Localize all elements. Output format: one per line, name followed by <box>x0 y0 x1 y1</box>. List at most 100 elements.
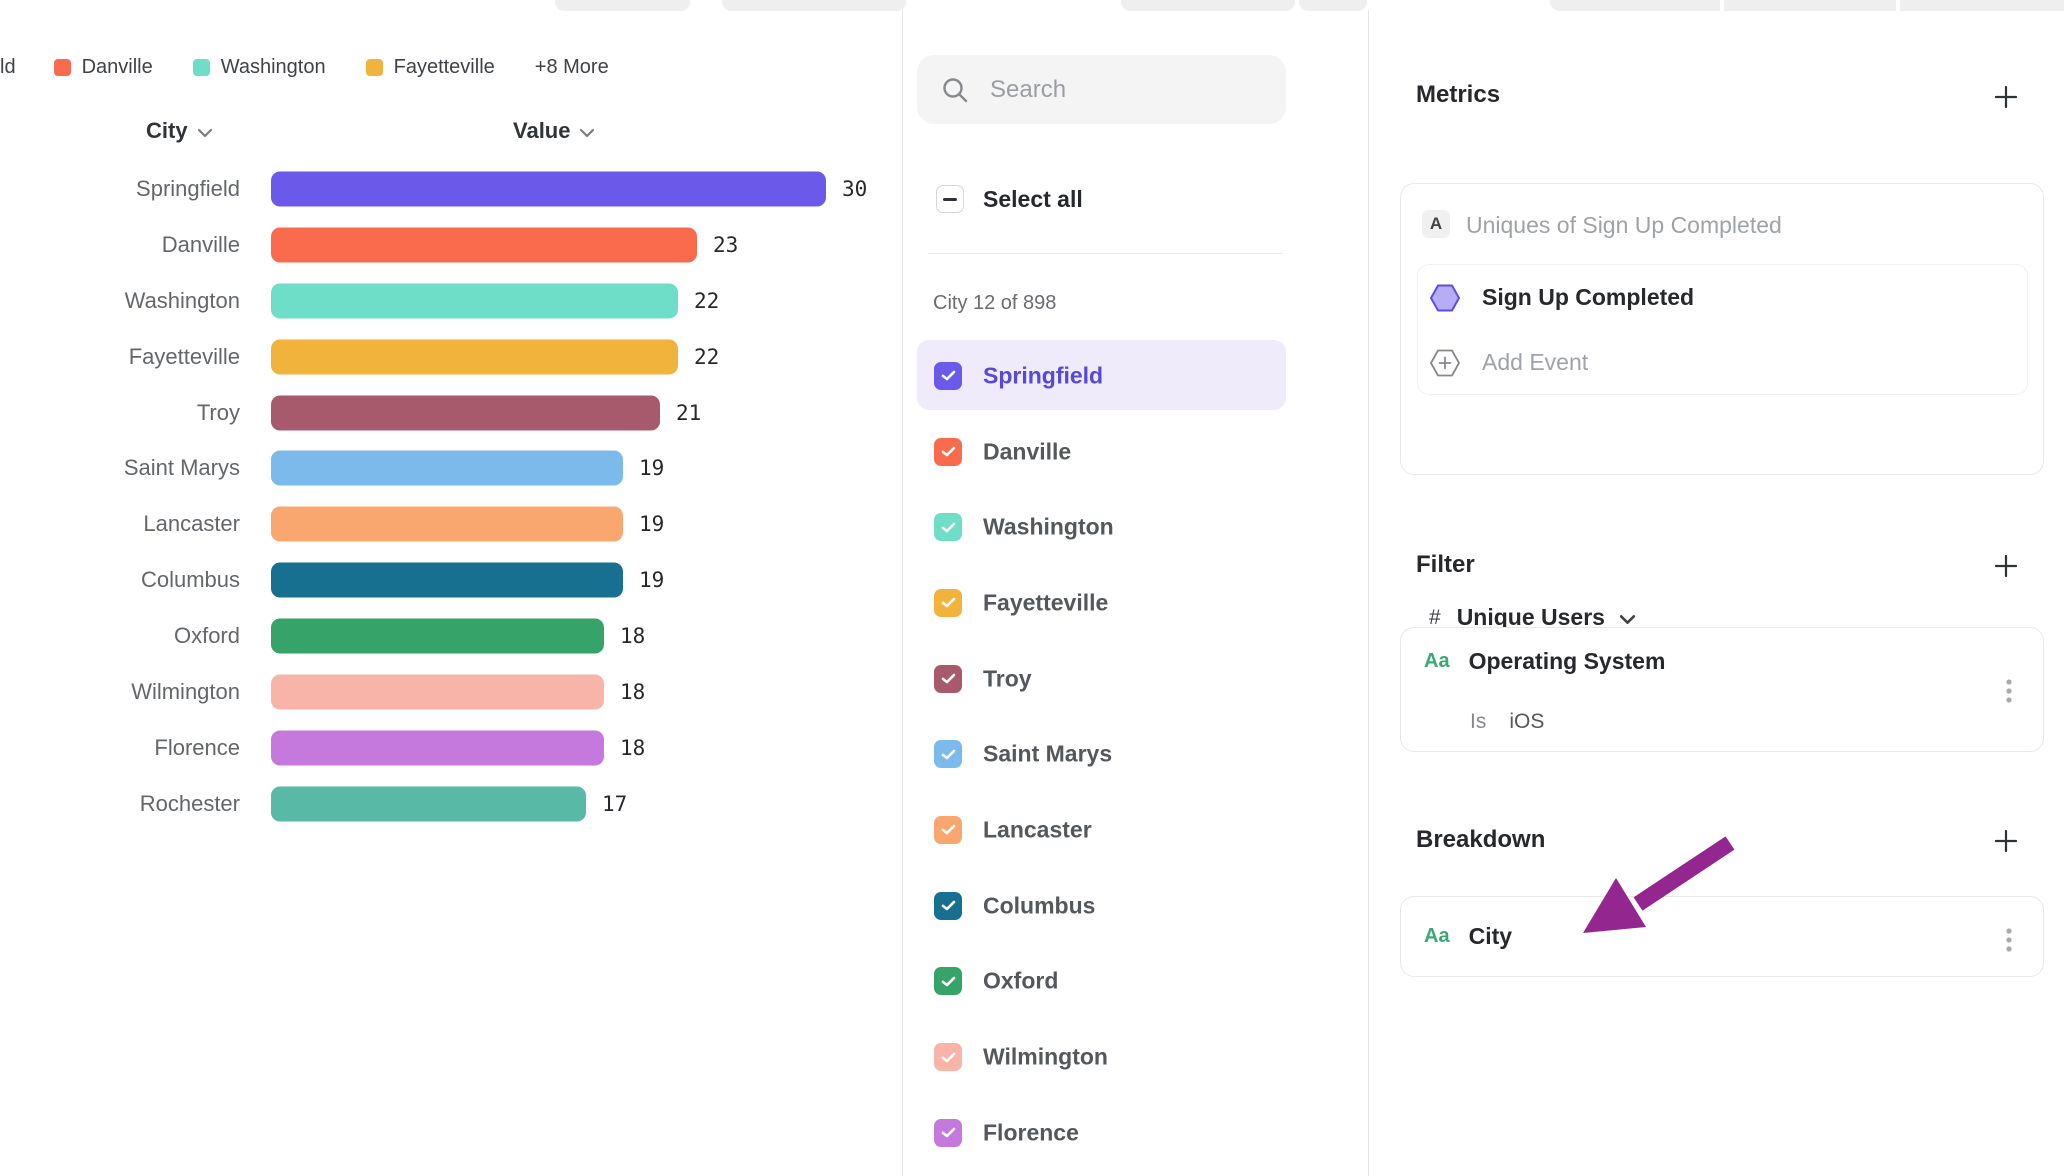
bar-value-label: 19 <box>639 456 665 481</box>
city-list-item[interactable]: Oxford <box>902 944 1368 1020</box>
panel-divider <box>1368 10 1369 1176</box>
legend-item[interactable]: Washington <box>192 55 326 79</box>
bar-value-label: 19 <box>639 512 665 537</box>
bar-row: Springfield 30 <box>0 161 902 217</box>
filter-kebab-menu[interactable] <box>2002 674 2016 708</box>
top-cutoff-element <box>1299 0 1367 11</box>
chevron-down-icon <box>1619 614 1636 625</box>
top-cutoff-element <box>722 0 906 11</box>
selected-row-highlight <box>917 340 1286 410</box>
city-list-item[interactable]: Saint Marys <box>902 716 1368 792</box>
city-list-item[interactable]: Lancaster <box>902 792 1368 868</box>
city-list-item[interactable]: Troy <box>902 641 1368 717</box>
formula-label: Uniques of Sign Up Completed <box>1466 212 1782 238</box>
add-breakdown-button[interactable] <box>1993 828 2019 854</box>
column-header-city[interactable]: City <box>146 118 213 144</box>
city-checkbox[interactable] <box>934 361 962 390</box>
property-type-icon: Aa <box>1424 649 1450 672</box>
city-list-item[interactable]: Columbus <box>902 868 1368 944</box>
bar-category-label: Washington <box>124 287 240 313</box>
measure-label: Unique Users <box>1456 604 1605 630</box>
select-all-checkbox[interactable] <box>936 185 964 213</box>
filter-property-name: Operating System <box>1468 647 1666 674</box>
select-all-label: Select all <box>983 185 1083 212</box>
city-checkbox[interactable] <box>934 1043 962 1072</box>
select-all-row[interactable]: Select all <box>936 185 1083 213</box>
plus-icon <box>1994 829 2018 853</box>
measure-dropdown[interactable]: # Unique Users <box>1429 604 1636 631</box>
bar[interactable] <box>271 786 586 822</box>
bar-chart: Springfield 30 Danville 23 Washington 22 Fayet… <box>0 161 902 832</box>
bar-row: Danville 23 <box>0 217 902 273</box>
bar-category-label: Danville <box>161 231 240 257</box>
legend-swatch <box>53 58 71 76</box>
breakdown-property-row[interactable]: Aa City <box>1401 919 2043 953</box>
city-label: Lancaster <box>983 816 1092 843</box>
bar[interactable] <box>271 283 678 319</box>
bar-category-label: Wilmington <box>131 678 240 704</box>
event-row[interactable]: Sign Up Completed <box>1418 265 2027 330</box>
city-list-item[interactable]: Fayetteville <box>902 565 1368 641</box>
city-checkbox[interactable] <box>934 740 962 769</box>
column-header-value[interactable]: Value <box>513 118 595 144</box>
bar[interactable] <box>271 227 697 263</box>
city-list-item[interactable]: Springfield <box>902 338 1368 414</box>
city-checkbox[interactable] <box>934 588 962 617</box>
bar[interactable] <box>271 562 623 598</box>
bar[interactable] <box>271 171 826 207</box>
city-checkbox[interactable] <box>934 967 962 996</box>
filter-clause[interactable]: Is iOS <box>1470 710 1544 734</box>
legend-item-clipped[interactable]: ld <box>0 55 16 78</box>
legend-label: Danville <box>81 55 153 78</box>
bar-row: Saint Marys 19 <box>0 440 902 496</box>
city-list-item[interactable]: Washington <box>902 489 1368 565</box>
legend-item[interactable]: Danville <box>53 55 153 79</box>
bar[interactable] <box>271 674 604 710</box>
add-metric-button[interactable] <box>1993 84 2019 110</box>
bar-row: Washington 22 <box>0 273 902 329</box>
city-checkbox[interactable] <box>934 437 962 466</box>
city-checkbox[interactable] <box>934 1118 962 1147</box>
bar-category-label: Lancaster <box>143 511 240 537</box>
bar[interactable] <box>271 506 623 542</box>
bar-row: Lancaster 19 <box>0 496 902 552</box>
chevron-down-icon <box>579 128 595 138</box>
bar-row: Fayetteville 22 <box>0 329 902 385</box>
bar[interactable] <box>271 618 604 654</box>
city-label: Wilmington <box>983 1043 1108 1070</box>
legend-more-label[interactable]: +8 More <box>534 55 609 78</box>
add-filter-button[interactable] <box>1993 553 2019 579</box>
city-checkbox[interactable] <box>934 891 962 920</box>
bar-row: Oxford 18 <box>0 608 902 664</box>
kebab-icon <box>2006 928 2012 952</box>
search-icon <box>940 75 970 105</box>
legend-items: Danville Washington Fayetteville <box>53 55 535 79</box>
panel-divider <box>902 10 903 1176</box>
search-input[interactable] <box>988 74 1272 105</box>
city-list-item[interactable]: Danville <box>902 414 1368 490</box>
legend-swatch <box>365 58 383 76</box>
city-list-item[interactable]: Wilmington <box>902 1019 1368 1095</box>
bar[interactable] <box>271 450 623 486</box>
plus-icon <box>1994 85 2018 109</box>
city-label: Springfield <box>983 362 1104 389</box>
formula-badge[interactable]: A <box>1422 210 1450 238</box>
bar[interactable] <box>271 395 660 430</box>
city-checkbox[interactable] <box>934 815 962 844</box>
add-event-hexagon-icon <box>1430 347 1460 379</box>
top-tab-stub <box>1900 0 2064 11</box>
bar[interactable] <box>271 730 604 766</box>
city-label: Danville <box>983 438 1072 465</box>
legend-label: Washington <box>220 55 326 78</box>
add-event-row[interactable]: Add Event <box>1418 330 2027 395</box>
city-label: Troy <box>983 665 1032 692</box>
bar-category-label: Springfield <box>136 175 240 201</box>
bar[interactable] <box>271 339 678 375</box>
event-name: Sign Up Completed <box>1482 284 1695 310</box>
filter-property-row[interactable]: Aa Operating System <box>1401 644 2043 678</box>
city-checkbox[interactable] <box>934 664 962 693</box>
legend-item[interactable]: Fayetteville <box>365 56 495 79</box>
city-checkbox[interactable] <box>934 513 962 542</box>
city-list-item[interactable]: Florence <box>902 1095 1368 1171</box>
breakdown-kebab-menu[interactable] <box>2002 923 2016 957</box>
